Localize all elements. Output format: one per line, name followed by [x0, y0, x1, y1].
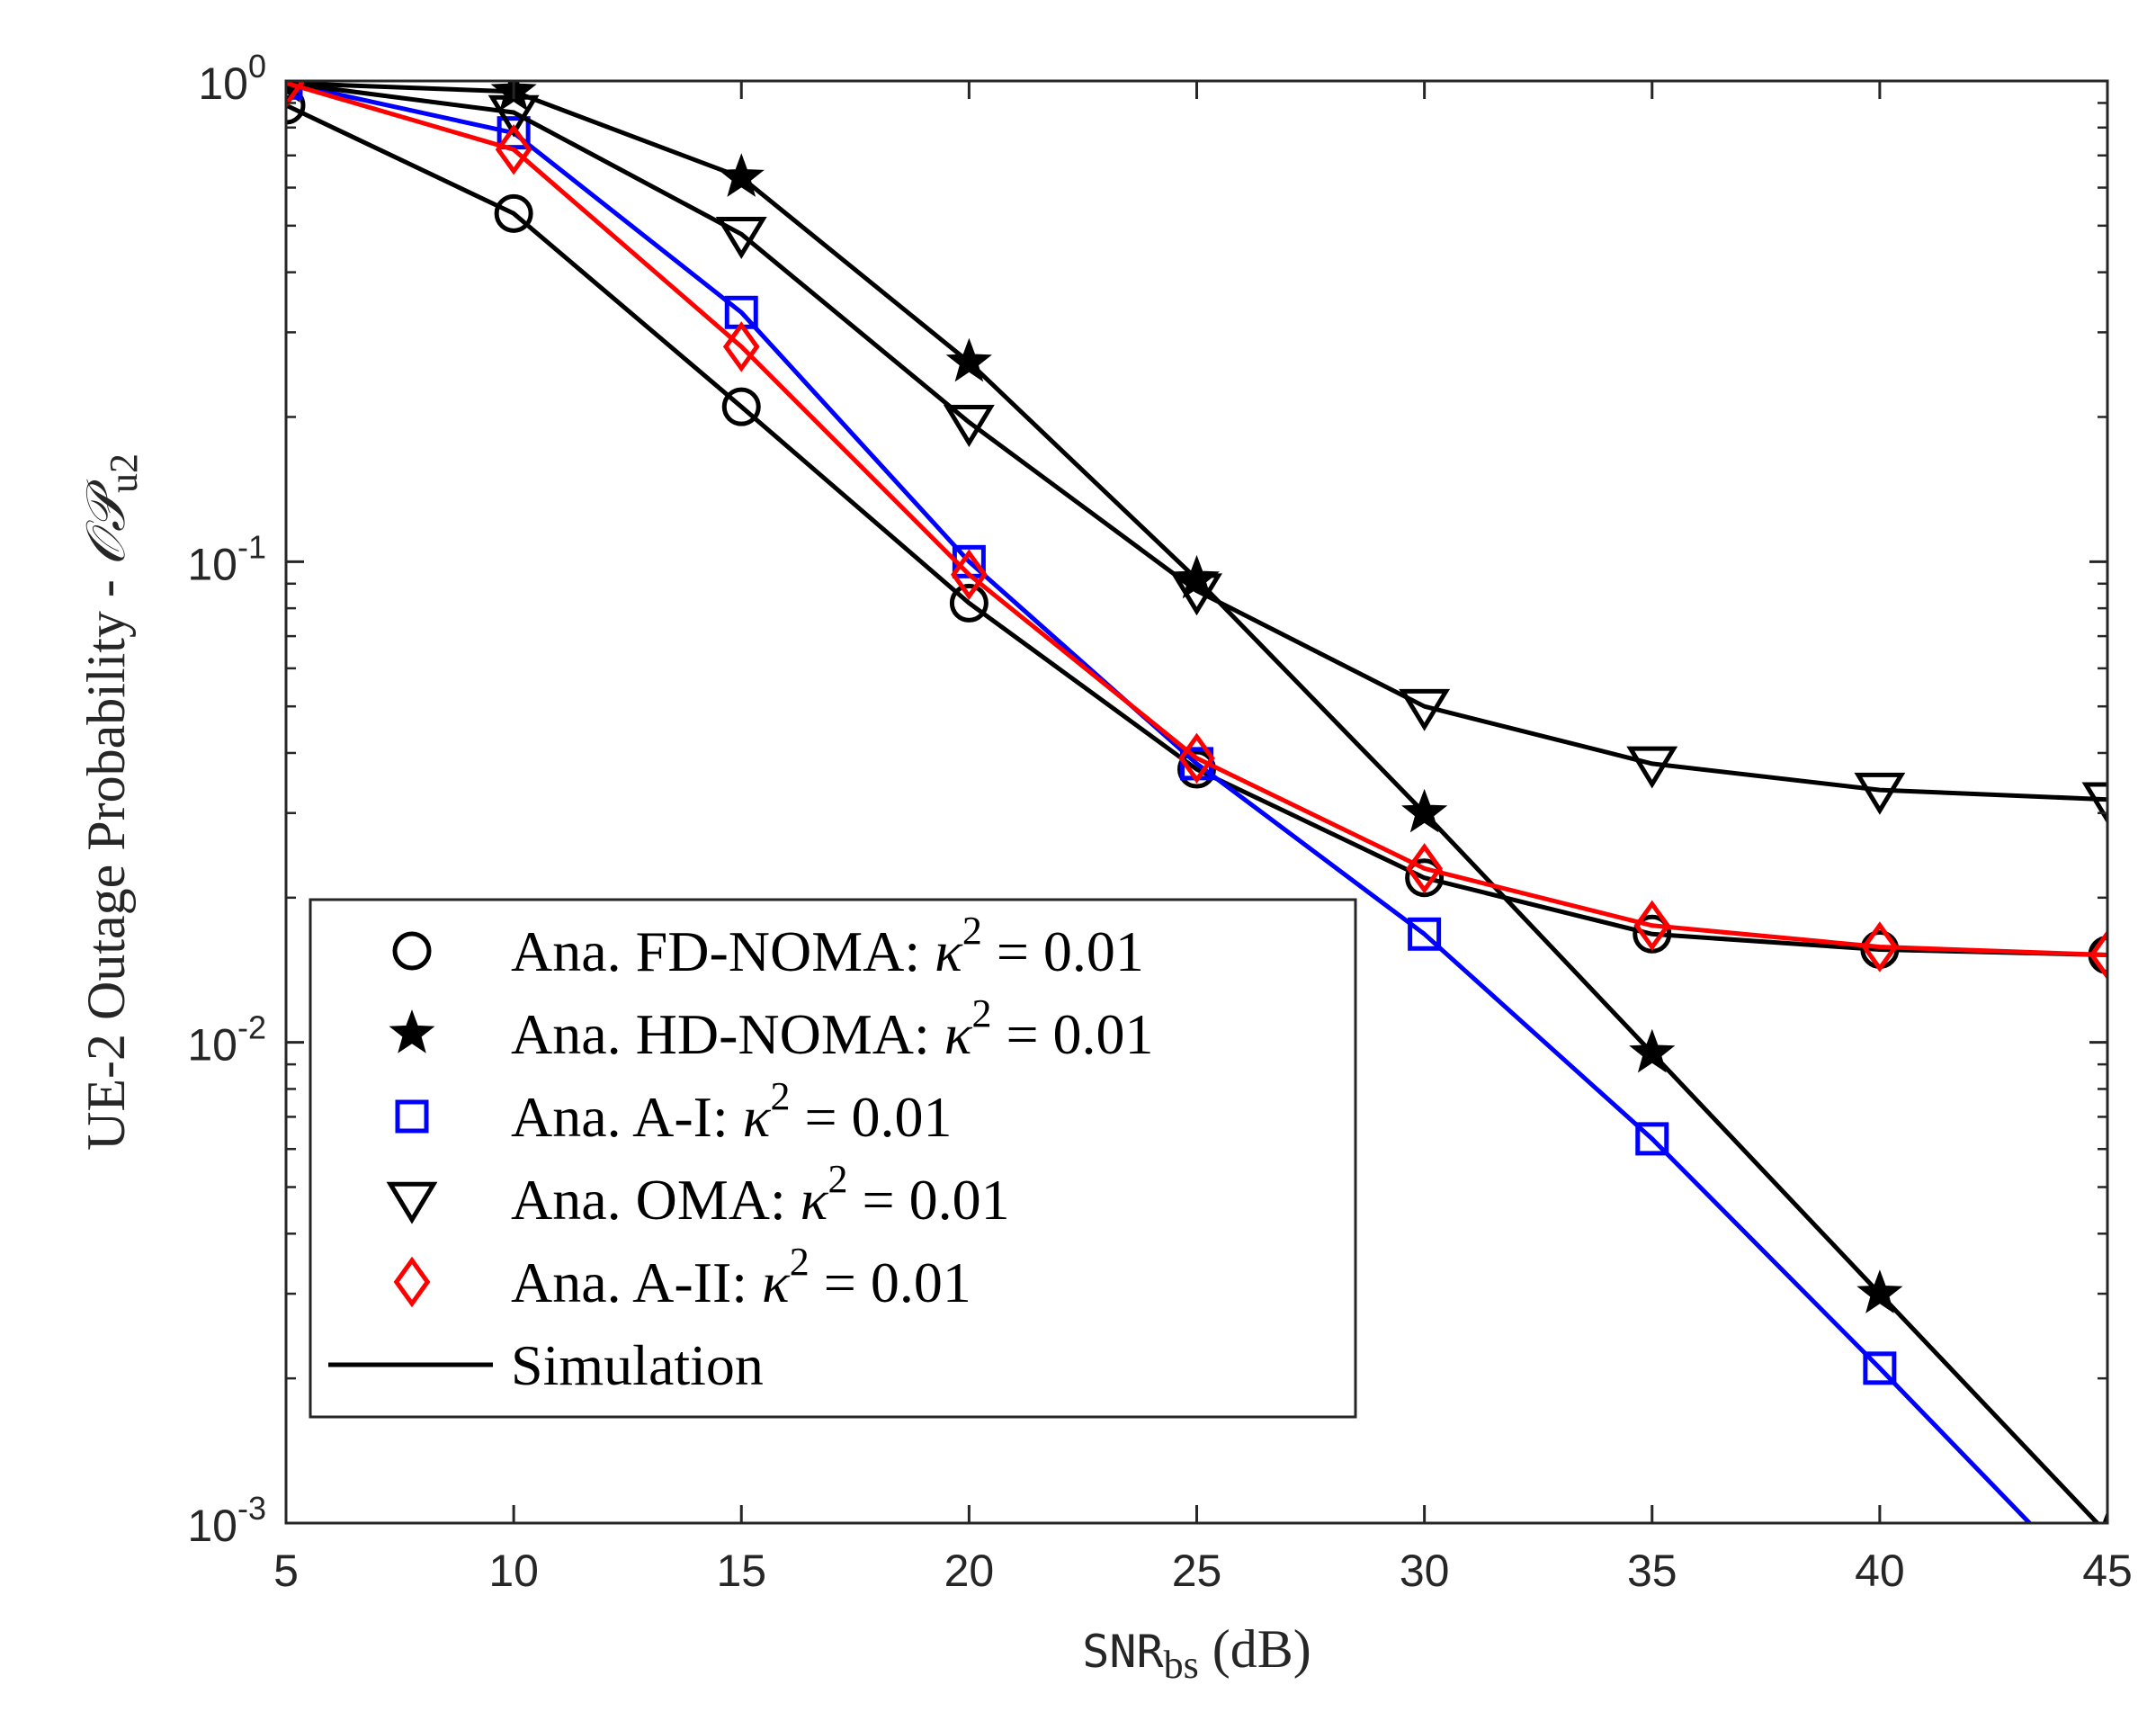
x-tick-label: 35 [1627, 1546, 1677, 1596]
data-point [1863, 1351, 1897, 1385]
legend: Ana. FD-NOMA: κ2 = 0.01 Ana. HD-NOMA: κ2 … [309, 898, 1357, 1419]
axes-layer: 5 10 15 20 25 30 35 40 45 100 10-1 10-2 10-3 SNRbs (d… [76, 48, 2133, 1687]
legend-marker [386, 1181, 438, 1224]
y-tick-label: 10-1 [187, 528, 266, 589]
legend-entry: Ana. HD-NOMA: κ2 = 0.01 [389, 991, 1154, 1066]
data-point [1635, 1122, 1669, 1156]
data-point [494, 193, 533, 233]
data-point [1399, 688, 1451, 731]
series-line [286, 103, 2107, 957]
data-point [722, 321, 760, 372]
x-tick-label: 5 [273, 1546, 299, 1596]
legend-marker [395, 1099, 429, 1134]
data-point [1178, 732, 1215, 784]
data-point [1171, 573, 1222, 616]
data-point [1401, 788, 1448, 833]
y-axis-title: UE-2 Outage Probability - 𝒪𝒫u2 [76, 453, 146, 1151]
x-tick-label: 45 [2082, 1546, 2133, 1596]
data-point [1861, 921, 1899, 973]
data-point [721, 387, 761, 426]
legend-marker [392, 931, 432, 971]
series-line [286, 81, 2107, 802]
data-point [495, 123, 532, 175]
legend-entry: Ana. FD-NOMA: κ2 = 0.01 [392, 909, 1144, 983]
legend-marker [389, 1009, 435, 1053]
legend-entry: Simulation [328, 1333, 764, 1397]
x-tick-label: 40 [1855, 1546, 1905, 1596]
legend-label: Ana. A-II: κ2 = 0.01 [511, 1240, 971, 1314]
legend-label: Ana. HD-NOMA: κ2 = 0.01 [511, 991, 1154, 1066]
legend-entry: Ana. OMA: κ2 = 0.01 [386, 1157, 1010, 1232]
legend-label: Ana. FD-NOMA: κ2 = 0.01 [511, 909, 1144, 983]
series-layer [286, 81, 2107, 1523]
data-point [1405, 858, 1445, 898]
x-axis-title: SNRbs (dB) [1082, 1619, 1311, 1687]
data-point [1626, 746, 1678, 789]
legend-label: Ana. A-I: κ2 = 0.01 [511, 1074, 953, 1149]
legend-box [309, 898, 1357, 1419]
data-point [1177, 749, 1216, 789]
data-point [945, 337, 992, 382]
x-tick-label: 15 [716, 1546, 766, 1596]
data-point [943, 405, 995, 447]
x-tick-label: 30 [1400, 1546, 1450, 1596]
x-tick-label: 20 [944, 1546, 995, 1596]
data-point [715, 217, 767, 259]
y-tick-label: 10-2 [187, 1009, 266, 1071]
y-tick-label: 10-3 [187, 1490, 266, 1551]
data-point [1633, 900, 1671, 952]
series-line [286, 81, 2033, 1523]
series-diamond [286, 81, 2107, 981]
data-point [1633, 914, 1672, 954]
data-point [286, 85, 306, 125]
data-point [2089, 929, 2107, 981]
data-point [1856, 1269, 1903, 1313]
y-tick-label: 100 [198, 48, 266, 109]
data-point [1854, 772, 1906, 815]
series-circle [286, 85, 2107, 974]
data-point [949, 583, 989, 623]
legend-label: Ana. OMA: κ2 = 0.01 [511, 1157, 1010, 1232]
data-point [1408, 917, 1442, 951]
legend-entry: Ana. A-II: κ2 = 0.01 [393, 1240, 971, 1314]
data-point [951, 549, 988, 600]
x-tick-label: 25 [1172, 1546, 1222, 1596]
data-point [718, 153, 765, 197]
data-point [2081, 782, 2107, 825]
legend-marker [393, 1256, 431, 1308]
x-tick-label: 10 [488, 1546, 539, 1596]
series-line [286, 81, 2107, 957]
data-point [1629, 1028, 1676, 1073]
legend-entry: Ana. A-I: κ2 = 0.01 [395, 1074, 953, 1149]
legend-label: Simulation [511, 1333, 764, 1397]
data-point [1406, 843, 1443, 894]
